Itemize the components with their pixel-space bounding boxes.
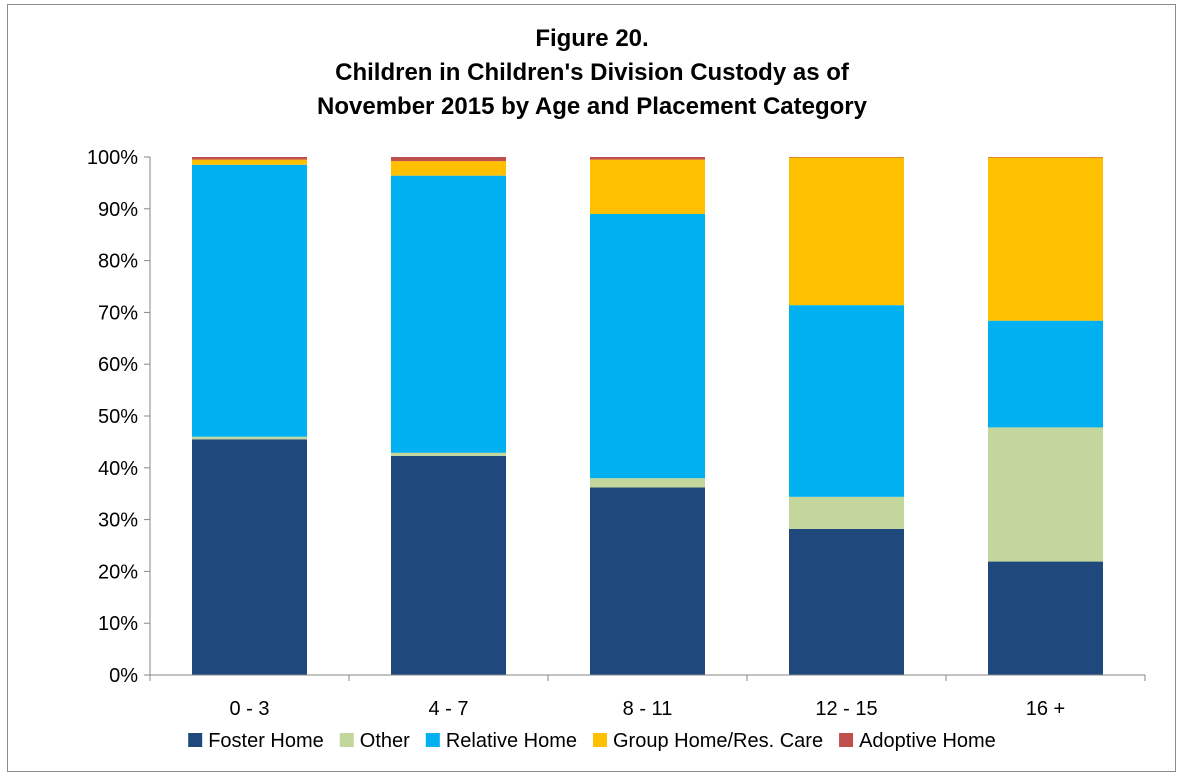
bar-stack: Foster Home 4 - 7: 42.3%Other 4 - 7: 0.6… (391, 157, 506, 675)
bar-segment: Foster Home 8 - 11: 36.2% (590, 487, 705, 675)
axes (144, 156, 1146, 681)
bar-segment: Adoptive Home 12 - 15: 0.1% (789, 157, 904, 158)
legend-label: Adoptive Home (859, 730, 996, 752)
bar-segment: Foster Home 16 +: 21.9% (988, 561, 1103, 675)
chart-title-line-2: Children in Children's Division Custody … (335, 59, 850, 86)
y-tick-label: 30% (98, 510, 138, 532)
bar-segment: Other 4 - 7: 0.6% (391, 452, 506, 456)
legend-label: Other (360, 730, 410, 752)
bar-stack: Foster Home 8 - 11: 36.2%Other 8 - 11: 1… (590, 157, 705, 675)
chart-title-line-3: November 2015 by Age and Placement Categ… (317, 93, 868, 120)
bar-stacks: Foster Home 0 - 3: 45.5%Other 0 - 3: 0.5… (192, 157, 1103, 675)
bar-segment: Group Home/Res. Care 16 +: 31.5% (988, 157, 1103, 321)
bar-segment: Relative Home 4 - 7: 53.5% (391, 175, 506, 453)
legend-swatch (339, 733, 354, 747)
y-tick-label: 100% (87, 147, 138, 169)
y-tick-label: 80% (98, 251, 138, 273)
bar-segment: Relative Home 12 - 15: 37% (789, 305, 904, 497)
legend-item: Relative Home (425, 730, 577, 752)
bar-stack: Foster Home 12 - 15: 28.2%Other 12 - 15:… (789, 157, 904, 675)
bar-segment: Adoptive Home 0 - 3: 0.5% (192, 157, 307, 160)
chart-title: Figure 20. Children in Children's Divisi… (317, 25, 868, 120)
chart-frame: Figure 20. Children in Children's Divisi… (7, 4, 1176, 772)
bar-segment: Relative Home 0 - 3: 52.5% (192, 164, 307, 437)
legend: Foster Home Other Relative Home Group Home/… (188, 730, 996, 752)
legend-item: Group Home/Res. Care (592, 730, 823, 752)
bar-segment: Adoptive Home 16 +: 0.1% (988, 157, 1103, 158)
bar-segment: Foster Home 12 - 15: 28.2% (789, 528, 904, 675)
x-tick-label: 8 - 11 (623, 698, 673, 720)
bar-segment: Adoptive Home 8 - 11: 0.5% (590, 157, 705, 160)
legend-label: Group Home/Res. Care (613, 730, 823, 752)
x-tick-label: 16 + (1026, 698, 1065, 720)
bar-segment: Other 8 - 11: 1.8% (590, 478, 705, 488)
x-tick-label: 12 - 15 (815, 698, 877, 720)
x-tick-label: 4 - 7 (428, 698, 468, 720)
x-tick-label: 0 - 3 (229, 698, 269, 720)
legend-swatch (425, 733, 440, 747)
legend-item: Adoptive Home (839, 730, 996, 752)
legend-swatch (592, 733, 607, 747)
bar-segment: Group Home/Res. Care 4 - 7: 2.8% (391, 161, 506, 176)
y-tick-label: 20% (98, 561, 138, 583)
y-tick-label: 10% (98, 613, 138, 635)
legend-item: Foster Home (188, 730, 324, 752)
y-tick-label: 70% (98, 302, 138, 324)
stacked-bar-chart: Figure 20. Children in Children's Divisi… (87, 25, 1146, 752)
bar-segment: Foster Home 4 - 7: 42.3% (391, 455, 506, 675)
bar-segment: Foster Home 0 - 3: 45.5% (192, 439, 307, 675)
bar-segment: Group Home/Res. Care 8 - 11: 10.5% (590, 159, 705, 214)
bar-segment: Other 16 +: 25.9% (988, 427, 1103, 562)
bar-segment: Group Home/Res. Care 12 - 15: 28.5% (789, 157, 904, 306)
bar-stack: Foster Home 16 +: 21.9%Other 16 +: 25.9%… (988, 157, 1103, 675)
y-axis-tick-labels: 0% 10% 20% 30% 40% 50% 60% 70% 80% 90% 100% (87, 147, 138, 687)
y-tick-label: 90% (98, 199, 138, 221)
bar-segment: Relative Home 16 +: 20.6% (988, 320, 1103, 428)
bar-segment: Adoptive Home 4 - 7: 0.8% (391, 157, 506, 162)
legend-label: Foster Home (208, 730, 324, 752)
bar-stack: Foster Home 0 - 3: 45.5%Other 0 - 3: 0.5… (192, 157, 307, 675)
legend-swatch (188, 733, 203, 747)
legend-label: Relative Home (446, 730, 577, 752)
bar-segment: Other 0 - 3: 0.5% (192, 436, 307, 440)
y-tick-label: 40% (98, 458, 138, 480)
y-tick-label: 50% (98, 406, 138, 428)
legend-item: Other (339, 730, 410, 752)
y-tick-label: 60% (98, 354, 138, 376)
x-axis-tick-labels: 0 - 3 4 - 7 8 - 11 12 - 15 16 + (229, 698, 1065, 720)
legend-swatch (839, 733, 854, 747)
bar-segment: Other 12 - 15: 6.2% (789, 496, 904, 529)
bar-segment: Relative Home 8 - 11: 51% (590, 213, 705, 479)
chart-title-line-1: Figure 20. (535, 25, 648, 52)
bar-segment: Group Home/Res. Care 0 - 3: 1% (192, 159, 307, 165)
y-tick-label: 0% (109, 665, 138, 687)
